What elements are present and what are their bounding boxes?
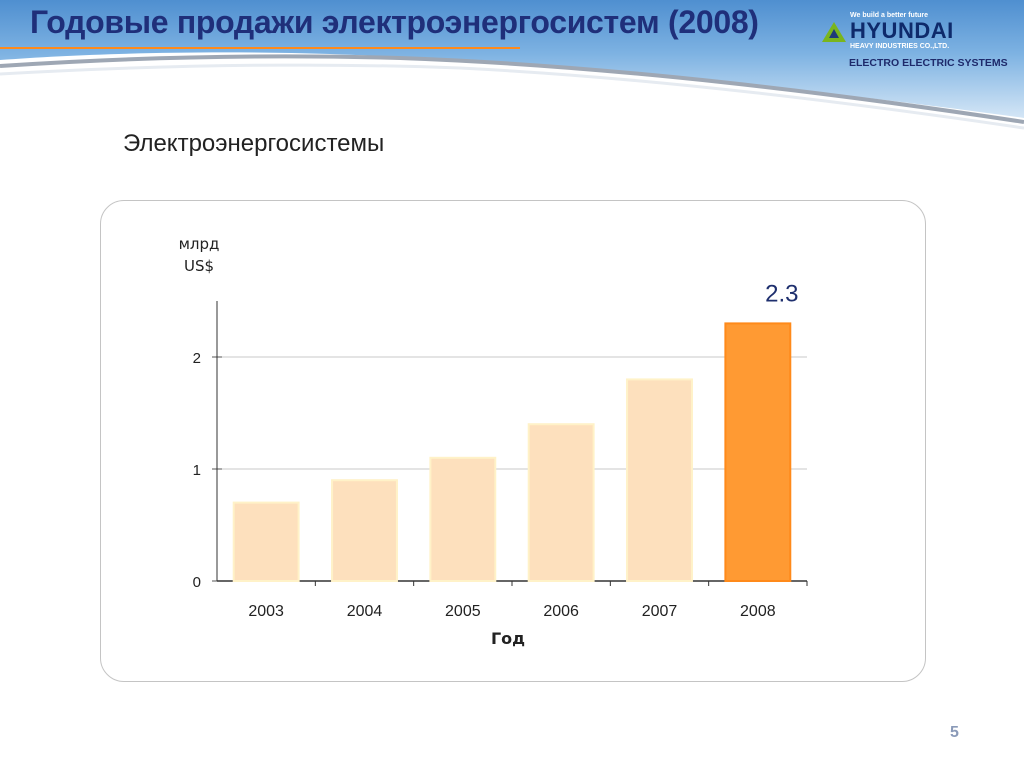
- bar-2007: [626, 378, 693, 582]
- bar-chart: 0 1 2 млрд US$ 2003 2004 2005 2006 2007 2008 2.3 Год: [179, 235, 808, 648]
- bar-2008: [724, 322, 792, 583]
- chart-subtitle: Электроэнергосистемы: [123, 130, 385, 157]
- y-axis-label: US$: [184, 257, 214, 275]
- y-axis-label: млрд: [179, 235, 220, 253]
- logo-company: HEAVY INDUSTRIES CO.,LTD.: [850, 43, 950, 50]
- header-band: [0, 0, 1024, 130]
- x-tick-label-2007: 2007: [642, 603, 678, 620]
- x-axis-label: Год: [491, 629, 525, 648]
- y-tick-label: 0: [193, 574, 201, 591]
- page-number: 5: [950, 724, 959, 741]
- y-tick-label: 1: [193, 462, 201, 479]
- logo-triangle-inner-icon: [829, 29, 839, 38]
- x-tick-label-2006: 2006: [543, 603, 579, 620]
- logo-tagline: We build a better future: [850, 12, 929, 19]
- data-label-2008: 2.3: [765, 280, 798, 307]
- bar-2004: [331, 479, 398, 583]
- x-tick-label-2004: 2004: [347, 603, 383, 620]
- slide-title: Годовые продажи электроэнергосистем (200…: [30, 4, 759, 40]
- x-tick-label-2008: 2008: [740, 603, 776, 620]
- company-logo: We build a better future HYUNDAI HEAVY I…: [818, 12, 1008, 72]
- x-tick-label-2005: 2005: [445, 603, 481, 620]
- chart-panel: 0 1 2 млрд US$ 2003 2004 2005 2006 2007 2008 2.3 Год: [100, 200, 926, 682]
- bar-2005: [429, 456, 497, 582]
- y-tick-label: 2: [193, 350, 201, 367]
- logo-division: ELECTRO ELECTRIC SYSTEMS: [849, 57, 1008, 69]
- bar-2003: [232, 501, 300, 583]
- x-tick-label-2003: 2003: [248, 603, 284, 620]
- bar-2006: [527, 423, 595, 582]
- logo-name: HYUNDAI: [850, 18, 954, 43]
